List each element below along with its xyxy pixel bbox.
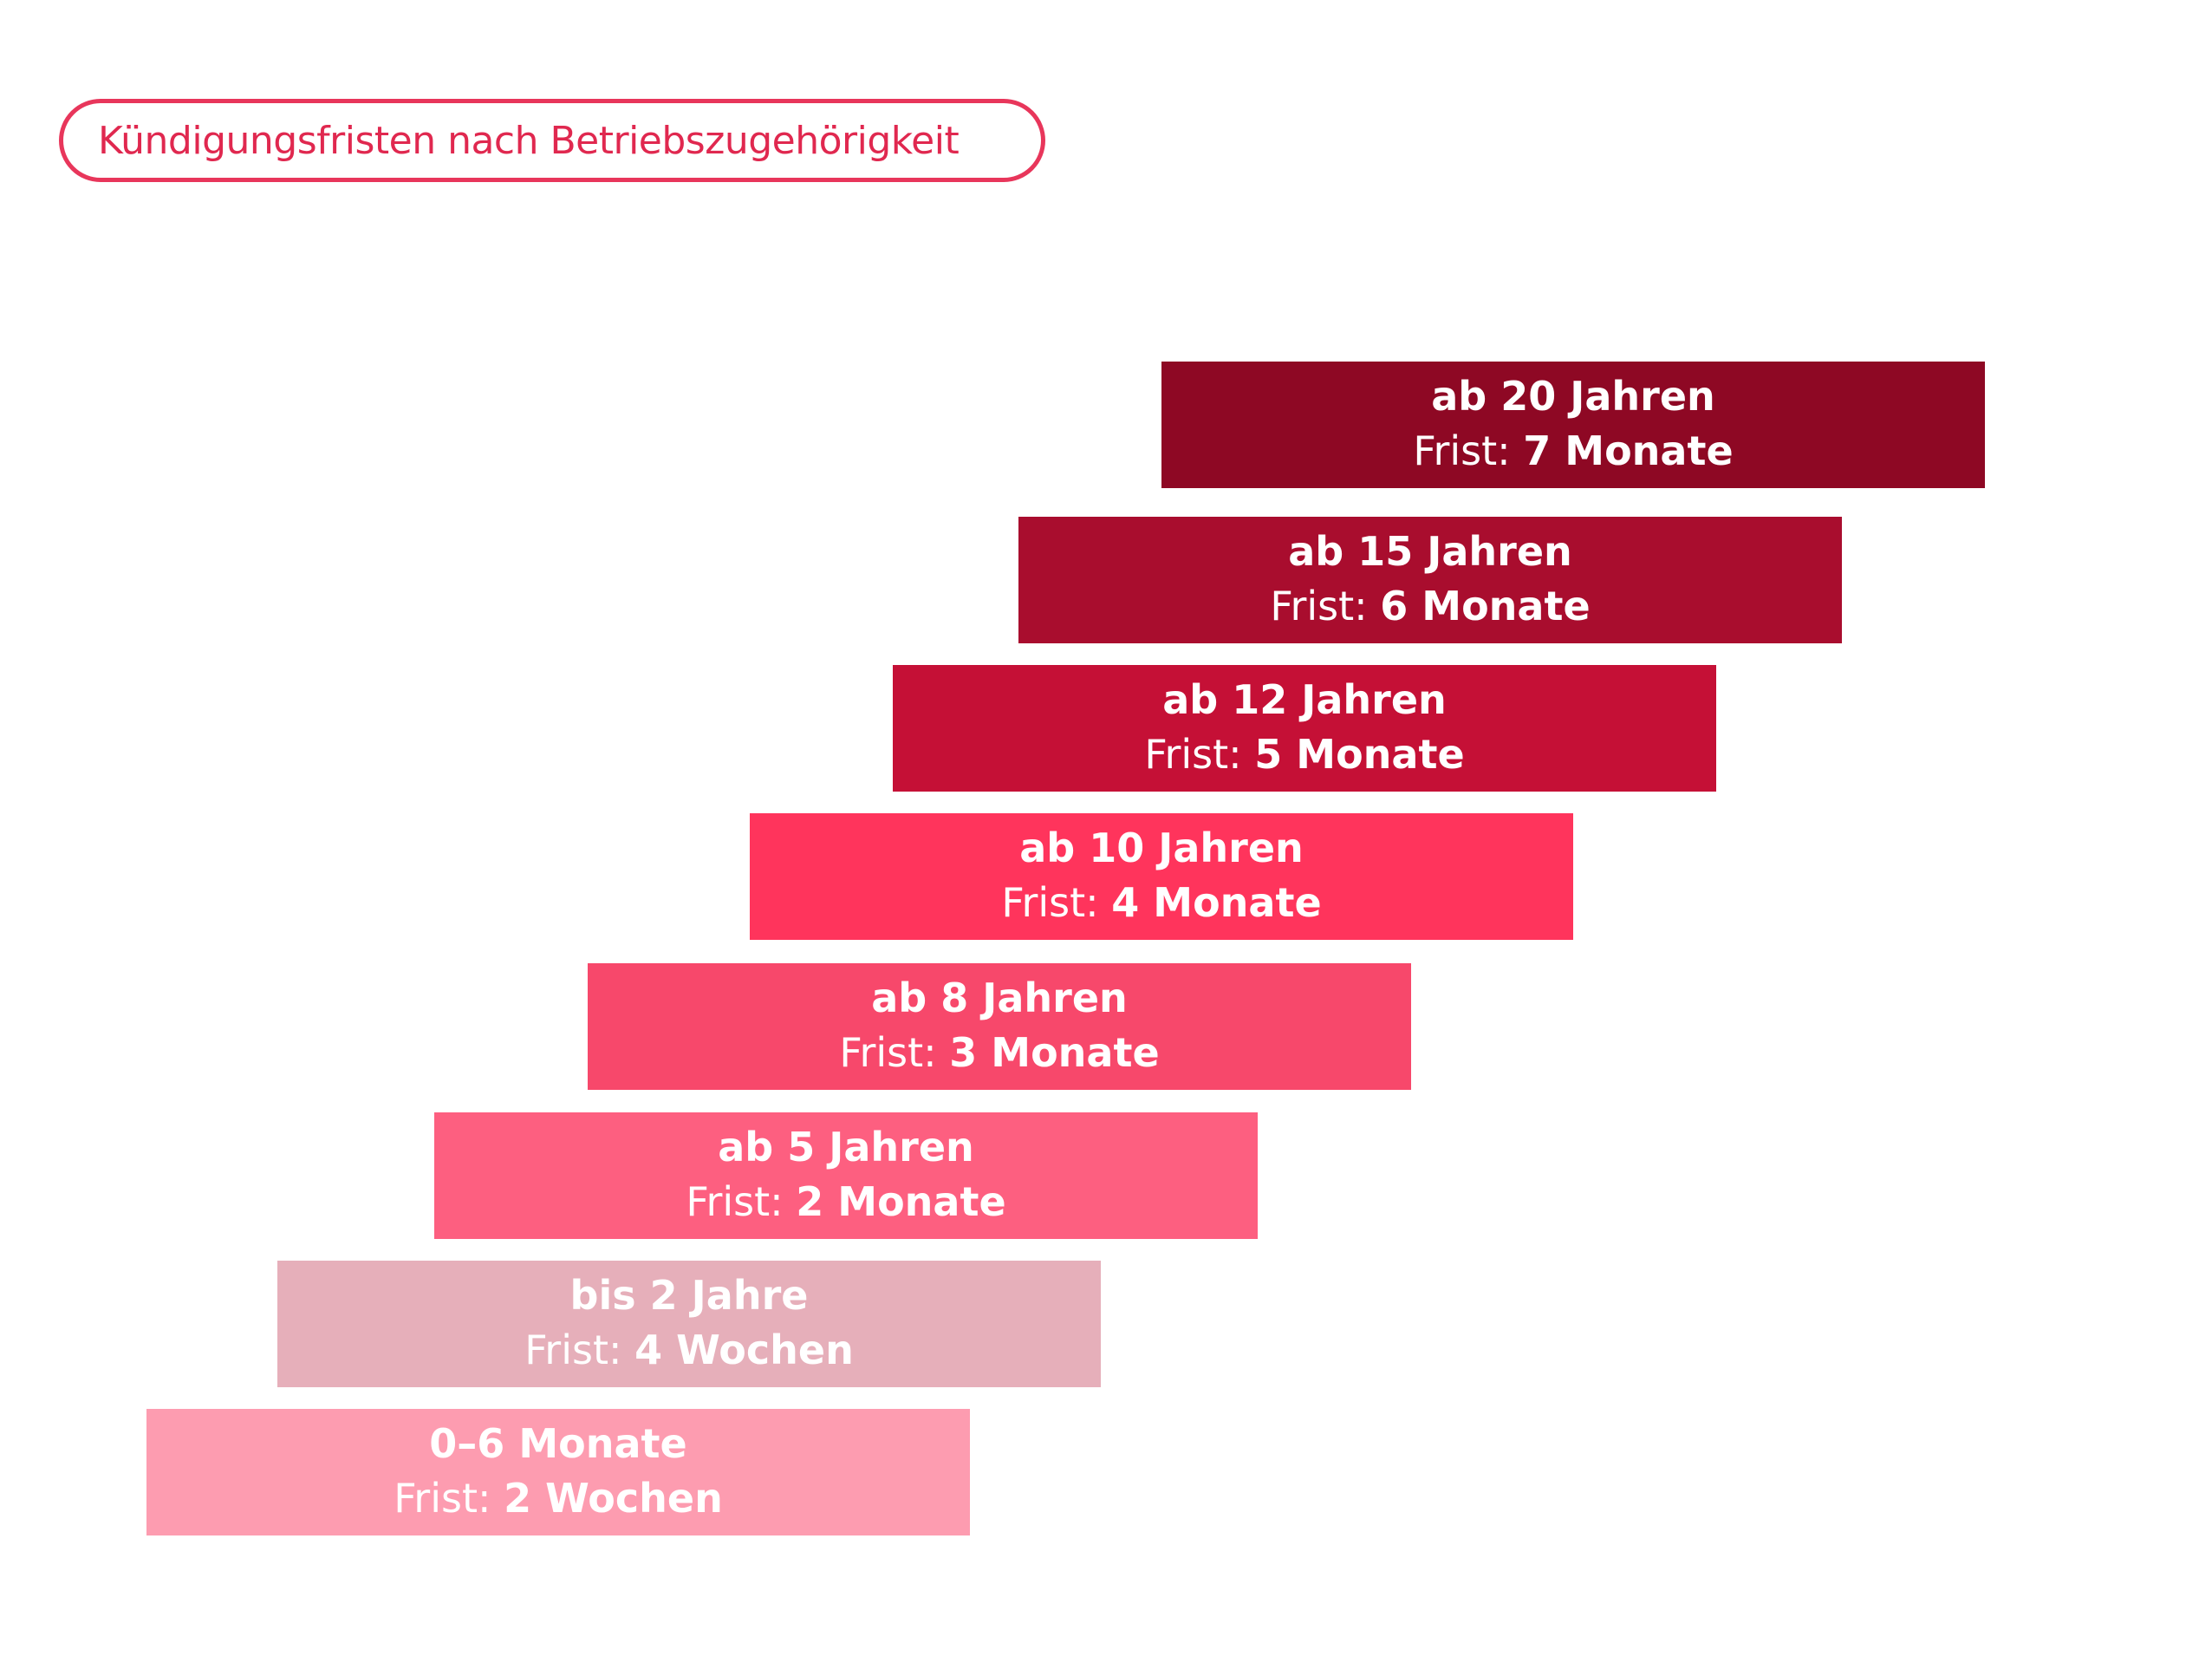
step-0-6-months: 0–6 Monate Frist: 2 Wochen: [146, 1409, 970, 1535]
frist-label: Frist:: [1144, 731, 1242, 778]
frist-label: Frist:: [1001, 879, 1099, 926]
step-notice-period: Frist: 2 Wochen: [394, 1470, 723, 1527]
frist-label: Frist:: [686, 1178, 784, 1225]
step-heading: ab 5 Jahren: [718, 1124, 974, 1170]
step-5-years: ab 5 Jahren Frist: 2 Monate: [434, 1112, 1258, 1239]
frist-label: Frist:: [1270, 583, 1368, 629]
step-notice-period: Frist: 4 Wochen: [524, 1321, 854, 1379]
step-notice-period: Frist: 5 Monate: [1144, 726, 1464, 783]
frist-value: 6 Monate: [1380, 583, 1591, 629]
step-notice-period: Frist: 7 Monate: [1413, 422, 1733, 479]
step-20-years: ab 20 Jahren Frist: 7 Monate: [1161, 362, 1985, 488]
step-heading: 0–6 Monate: [429, 1420, 687, 1467]
frist-label: Frist:: [1413, 427, 1511, 474]
step-notice-period: Frist: 2 Monate: [686, 1173, 1005, 1230]
diagram-title: Kündigungsfristen nach Betriebszugehörig…: [98, 118, 960, 163]
step-12-years: ab 12 Jahren Frist: 5 Monate: [893, 665, 1716, 792]
step-10-years: ab 10 Jahren Frist: 4 Monate: [750, 813, 1573, 940]
frist-value: 7 Monate: [1523, 427, 1734, 474]
step-15-years: ab 15 Jahren Frist: 6 Monate: [1018, 517, 1842, 643]
step-notice-period: Frist: 6 Monate: [1270, 577, 1590, 635]
step-up-to-2-years: bis 2 Jahre Frist: 4 Wochen: [277, 1261, 1101, 1387]
frist-label: Frist:: [839, 1029, 937, 1076]
step-heading: ab 15 Jahren: [1288, 528, 1572, 575]
title-badge: Kündigungsfristen nach Betriebszugehörig…: [59, 99, 1045, 182]
step-notice-period: Frist: 4 Monate: [1001, 874, 1321, 931]
frist-label: Frist:: [524, 1327, 622, 1373]
frist-value: 4 Monate: [1111, 879, 1322, 926]
step-heading: ab 12 Jahren: [1162, 676, 1447, 723]
step-heading: ab 20 Jahren: [1431, 373, 1715, 420]
step-heading: bis 2 Jahre: [569, 1272, 809, 1319]
step-notice-period: Frist: 3 Monate: [839, 1024, 1159, 1081]
frist-label: Frist:: [394, 1475, 491, 1522]
frist-value: 4 Wochen: [634, 1327, 854, 1373]
step-heading: ab 10 Jahren: [1019, 825, 1304, 871]
frist-value: 2 Monate: [796, 1178, 1006, 1225]
step-heading: ab 8 Jahren: [871, 975, 1128, 1021]
step-8-years: ab 8 Jahren Frist: 3 Monate: [588, 963, 1411, 1090]
frist-value: 5 Monate: [1254, 731, 1465, 778]
frist-value: 3 Monate: [949, 1029, 1160, 1076]
frist-value: 2 Wochen: [504, 1475, 723, 1522]
